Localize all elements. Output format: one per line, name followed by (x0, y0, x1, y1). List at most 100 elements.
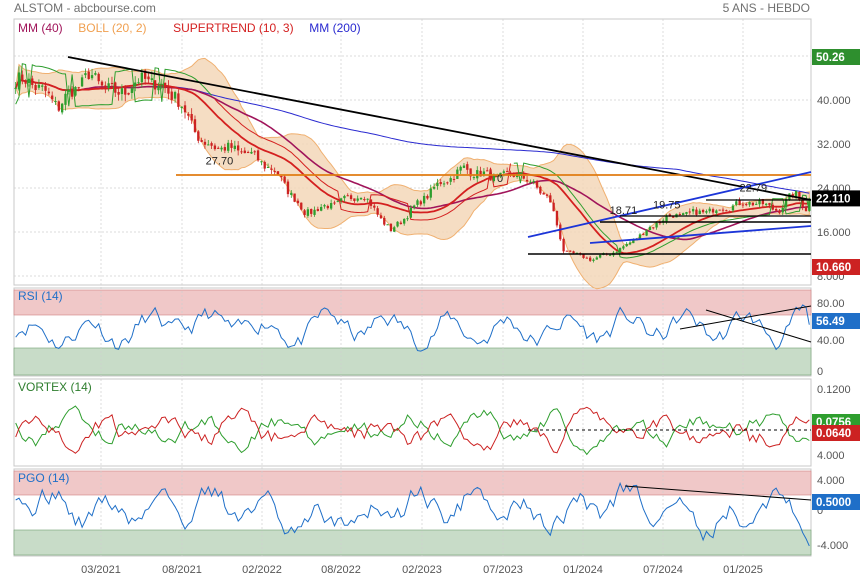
candle-body (592, 259, 595, 261)
candle-body (310, 208, 313, 214)
candle-body (376, 208, 379, 215)
candle-body (74, 86, 77, 96)
candle-body (422, 195, 426, 204)
candle-body (403, 218, 406, 224)
candle-body (273, 170, 276, 172)
candle-body (801, 199, 804, 208)
min-price-tag (812, 259, 860, 275)
candle-body (217, 147, 220, 149)
candle-body (628, 242, 632, 245)
candle-body (173, 92, 177, 99)
legend-item: MM (40) (18, 21, 63, 35)
candle-body (100, 81, 104, 86)
candle-body (472, 177, 476, 179)
rsi-trendline (679, 305, 812, 330)
candle-body (260, 161, 263, 163)
candle-body (303, 210, 306, 216)
y-tick-label: 0 (817, 366, 823, 378)
legend-item: VORTEX (14) (18, 380, 92, 394)
candle-body (233, 145, 236, 149)
candle-body (725, 210, 728, 212)
y-tick-label: 0 (817, 505, 823, 517)
candle-body (84, 73, 87, 76)
candle-body (363, 199, 366, 201)
candle-body (486, 170, 489, 172)
candle-body (263, 161, 266, 169)
pgo-high-zone (13, 470, 812, 496)
candle-body (781, 207, 784, 213)
level-annotation: 27.70 (206, 156, 234, 168)
pgo-trendline (624, 485, 812, 501)
candle-body (77, 87, 80, 89)
candle-body (652, 227, 655, 229)
candle-body (446, 182, 449, 184)
candle-body (349, 195, 353, 199)
candle-body (114, 82, 117, 93)
candle-body (293, 193, 296, 202)
candle-body (383, 217, 386, 225)
candle-body (167, 87, 170, 94)
candle-body (220, 147, 223, 150)
y-tick-label: 4.000 (817, 450, 845, 462)
candle-body (745, 204, 748, 206)
candle-body (326, 205, 329, 209)
legend-item: PGO (14) (18, 471, 69, 485)
candle-body (316, 209, 320, 211)
candle-body (755, 203, 758, 205)
x-tick-label: 02/2022 (242, 564, 282, 576)
candle-body (353, 198, 356, 201)
candle-body (137, 82, 140, 84)
x-tick-label: 01/2024 (563, 564, 603, 576)
candle-body (34, 85, 37, 91)
candle-body (595, 257, 598, 260)
candle-body (582, 254, 585, 258)
candle-body (691, 209, 695, 212)
candle-body (559, 224, 562, 240)
level-annotation: 22.79 (740, 183, 768, 195)
candle-body (572, 251, 575, 254)
legend-item: SUPERTREND (10, 3) (173, 21, 293, 35)
candle-body (117, 91, 120, 95)
candle-body (94, 73, 97, 75)
y-tick-label: 0.1200 (817, 384, 851, 396)
level-annotation: 18.71 (610, 205, 638, 217)
candle-body (575, 252, 579, 254)
candle-body (393, 227, 396, 232)
candle-body (784, 198, 788, 208)
candle-body (589, 257, 592, 261)
y-tick-label: 32.000 (817, 139, 851, 151)
level-annotation: 0 (497, 173, 503, 185)
candle-body (439, 182, 442, 185)
candle-body (426, 195, 429, 199)
candle-body (336, 200, 339, 202)
candle-body (608, 254, 612, 256)
candle-body (163, 82, 167, 89)
candle-body (432, 187, 436, 189)
candle-body (482, 171, 486, 176)
supertrend-line (14, 79, 810, 255)
candle-body (373, 205, 376, 208)
x-tick-label: 07/2023 (483, 564, 523, 576)
rsi-oversold-zone (13, 347, 812, 376)
candle-body (153, 80, 157, 90)
candle-body (104, 85, 107, 88)
candle-body (97, 73, 100, 82)
candle-body (642, 233, 645, 235)
candle-body (808, 198, 811, 211)
chart-title: ALSTOM - abcbourse.com (14, 1, 156, 15)
candle-body (685, 212, 688, 214)
candle-body (436, 182, 439, 187)
candle-body (449, 178, 452, 182)
pgo-last-tag (812, 494, 860, 510)
candle-body (14, 87, 17, 89)
candle-body (545, 194, 549, 196)
candle-body (798, 192, 801, 200)
candle-body (791, 194, 794, 197)
channel-lower-line (589, 225, 812, 244)
candle-body (705, 211, 708, 213)
candle-body (618, 248, 622, 253)
candle-body (735, 201, 738, 205)
candle-body (751, 202, 755, 206)
candle-body (124, 87, 127, 95)
